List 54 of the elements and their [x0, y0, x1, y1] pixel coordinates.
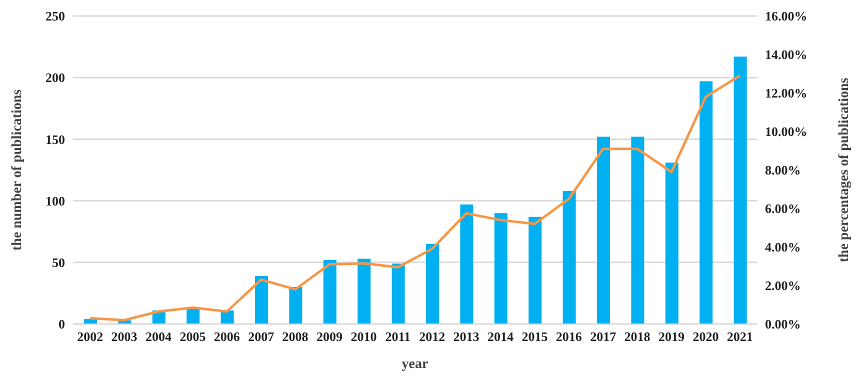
- y-tick-label: 200: [46, 70, 65, 86]
- y2-tick-label: 6.00%: [765, 201, 801, 216]
- bar: [700, 81, 713, 324]
- y-axis-title: the number of publications: [10, 88, 25, 251]
- y2-tick-label: 2.00%: [765, 278, 801, 294]
- bar: [734, 56, 747, 324]
- x-tick-label: 2016: [556, 329, 582, 344]
- y2-tick-label: 8.00%: [765, 162, 801, 178]
- bar: [528, 216, 542, 324]
- x-tick-label: 2003: [111, 329, 138, 344]
- x-tick-label: 2002: [77, 329, 104, 344]
- bar: [392, 264, 405, 324]
- x-tick-label: 2018: [624, 329, 651, 344]
- y2-tick-label: 4.00%: [765, 240, 801, 255]
- y2-tick-label: 10.00%: [765, 124, 808, 140]
- bar: [460, 204, 474, 324]
- bar: [426, 244, 439, 324]
- x-tick-label: 2005: [180, 329, 206, 344]
- bar: [323, 260, 336, 324]
- bar: [665, 162, 678, 324]
- y2-tick-label: 14.00%: [765, 47, 808, 62]
- y-tick-label: 0: [58, 316, 65, 332]
- x-tick-label: 2019: [658, 329, 685, 344]
- bar: [358, 258, 371, 324]
- x-tick-label: 2015: [522, 329, 548, 344]
- x-tick-label: 2020: [692, 329, 719, 344]
- bar: [289, 287, 302, 324]
- x-tick-label: 2009: [316, 329, 343, 344]
- x-tick-label: 2017: [590, 329, 617, 344]
- x-tick-label: 2011: [385, 329, 411, 344]
- bar: [631, 136, 644, 324]
- y2-axis-title: the percentages of publications: [836, 77, 852, 262]
- y2-tick-label: 12.00%: [765, 86, 808, 101]
- x-tick-label: 2013: [453, 329, 480, 344]
- bar: [562, 190, 576, 324]
- bar: [597, 136, 610, 324]
- x-tick-label: 2004: [146, 329, 172, 344]
- x-tick-label: 2006: [214, 329, 240, 344]
- bar: [494, 213, 508, 324]
- line-series: [88, 74, 742, 322]
- y2-tick-label: 0.00%: [765, 316, 801, 332]
- x-tick-label: 2008: [282, 329, 309, 344]
- y-tick-label: 100: [46, 193, 65, 208]
- y-tick-label: 150: [46, 132, 65, 147]
- y-tick-label: 50: [52, 255, 65, 270]
- x-tick-label: 2014: [488, 329, 514, 344]
- y2-tick-label: 16.00%: [765, 8, 808, 24]
- x-tick-label: 2012: [419, 329, 446, 344]
- x-tick-label: 2010: [350, 329, 377, 344]
- x-tick-label: 2007: [248, 329, 275, 344]
- bar: [255, 276, 268, 324]
- x-axis-title: year: [402, 357, 428, 372]
- x-tick-label: 2021: [726, 329, 753, 344]
- y-tick-label: 250: [46, 8, 65, 24]
